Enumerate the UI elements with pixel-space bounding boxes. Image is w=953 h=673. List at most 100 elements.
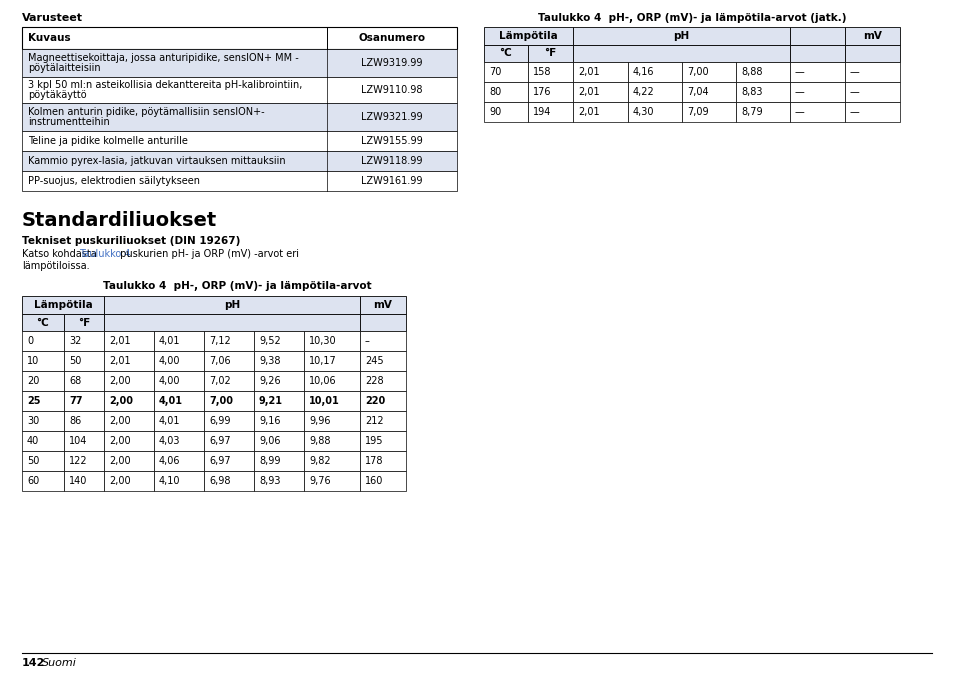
Text: 122: 122	[69, 456, 88, 466]
Bar	[253, 391, 304, 411]
Text: —: —	[849, 67, 859, 77]
Bar	[304, 411, 359, 431]
Bar	[204, 371, 253, 391]
Text: 220: 220	[365, 396, 385, 406]
Bar	[359, 391, 406, 411]
Bar	[304, 431, 359, 451]
Text: 7,12: 7,12	[209, 336, 231, 346]
Bar	[204, 471, 253, 491]
Bar	[64, 371, 104, 391]
Text: 32: 32	[69, 336, 81, 346]
Bar	[359, 314, 406, 331]
Text: Taulukko 4: Taulukko 4	[79, 249, 131, 259]
Text: —: —	[794, 87, 804, 97]
Text: puskurien pH- ja ORP (mV) -arvot eri: puskurien pH- ja ORP (mV) -arvot eri	[117, 249, 299, 259]
Bar	[359, 431, 406, 451]
Bar	[104, 431, 153, 451]
Bar	[253, 331, 304, 351]
Text: 2,01: 2,01	[109, 356, 131, 366]
Text: 10,01: 10,01	[309, 396, 339, 406]
Bar	[104, 296, 359, 314]
Text: 40: 40	[27, 436, 39, 446]
Bar	[64, 411, 104, 431]
Text: Teline ja pidike kolmelle anturille: Teline ja pidike kolmelle anturille	[28, 136, 188, 146]
Text: 30: 30	[27, 416, 39, 426]
Bar	[104, 351, 153, 371]
Text: 4,01: 4,01	[159, 336, 180, 346]
Text: 2,00: 2,00	[109, 476, 131, 486]
Bar	[253, 451, 304, 471]
Text: 50: 50	[27, 456, 39, 466]
Text: 7,00: 7,00	[686, 67, 708, 77]
Bar	[359, 451, 406, 471]
Bar	[22, 77, 456, 103]
Bar	[104, 411, 153, 431]
Text: Tekniset puskuriliuokset (DIN 19267): Tekniset puskuriliuokset (DIN 19267)	[22, 236, 240, 246]
Bar	[527, 102, 573, 122]
Bar	[304, 331, 359, 351]
Text: lämpötiloissa.: lämpötiloissa.	[22, 261, 90, 271]
Bar	[22, 411, 64, 431]
Text: 4,22: 4,22	[633, 87, 654, 97]
Bar	[789, 62, 844, 82]
Bar	[304, 351, 359, 371]
Bar	[627, 82, 681, 102]
Bar	[253, 471, 304, 491]
Bar	[735, 62, 789, 82]
Text: Suomi: Suomi	[42, 658, 77, 668]
Text: 7,09: 7,09	[686, 107, 708, 117]
Text: Osanumero: Osanumero	[358, 33, 425, 43]
Text: 7,02: 7,02	[209, 376, 231, 386]
Text: 9,82: 9,82	[309, 456, 331, 466]
Bar	[64, 471, 104, 491]
Bar	[22, 331, 64, 351]
Bar	[64, 314, 104, 331]
Bar	[104, 391, 153, 411]
Text: 4,06: 4,06	[159, 456, 180, 466]
Bar	[153, 451, 204, 471]
Text: Kolmen anturin pidike, pöytämallisiin sensION+-: Kolmen anturin pidike, pöytämallisiin se…	[28, 107, 264, 117]
Bar	[573, 45, 789, 62]
Text: 4,03: 4,03	[159, 436, 180, 446]
Text: °C: °C	[36, 318, 50, 328]
Text: Taulukko 4  pH-, ORP (mV)- ja lämpötila-arvot: Taulukko 4 pH-, ORP (mV)- ja lämpötila-a…	[103, 281, 371, 291]
Text: LZW9118.99: LZW9118.99	[361, 156, 422, 166]
Bar	[844, 27, 899, 45]
Text: 25: 25	[27, 396, 40, 406]
Text: 4,01: 4,01	[159, 416, 180, 426]
Text: 9,96: 9,96	[309, 416, 330, 426]
Text: 2,01: 2,01	[578, 87, 599, 97]
Text: LZW9321.99: LZW9321.99	[361, 112, 422, 122]
Text: 212: 212	[365, 416, 383, 426]
Text: 10: 10	[27, 356, 39, 366]
Text: LZW9155.99: LZW9155.99	[361, 136, 422, 146]
Bar	[22, 451, 64, 471]
Text: 10,06: 10,06	[309, 376, 336, 386]
Bar	[153, 431, 204, 451]
Text: 194: 194	[533, 107, 551, 117]
Text: 9,06: 9,06	[258, 436, 280, 446]
Bar	[204, 451, 253, 471]
Bar	[483, 82, 527, 102]
Bar	[304, 451, 359, 471]
Text: —: —	[794, 67, 804, 77]
Bar	[681, 62, 735, 82]
Text: Lämpötila: Lämpötila	[498, 31, 558, 41]
Bar	[527, 62, 573, 82]
Bar	[153, 471, 204, 491]
Text: 3 kpl 50 ml:n asteikollisia dekanttereita pH-kalibrointiin,: 3 kpl 50 ml:n asteikollisia dekanttereit…	[28, 80, 302, 90]
Bar	[104, 471, 153, 491]
Text: 9,21: 9,21	[258, 396, 283, 406]
Text: Magneettisekoittaja, jossa anturipidike, sensION+ MM -: Magneettisekoittaja, jossa anturipidike,…	[28, 53, 298, 63]
Text: 195: 195	[365, 436, 383, 446]
Text: 8,88: 8,88	[740, 67, 761, 77]
Bar	[527, 45, 573, 62]
Bar	[844, 102, 899, 122]
Text: pöytäkäyttö: pöytäkäyttö	[28, 90, 87, 100]
Text: 77: 77	[69, 396, 82, 406]
Text: 8,83: 8,83	[740, 87, 761, 97]
Text: 9,16: 9,16	[258, 416, 280, 426]
Text: 158: 158	[533, 67, 551, 77]
Bar	[64, 451, 104, 471]
Bar	[483, 27, 573, 45]
